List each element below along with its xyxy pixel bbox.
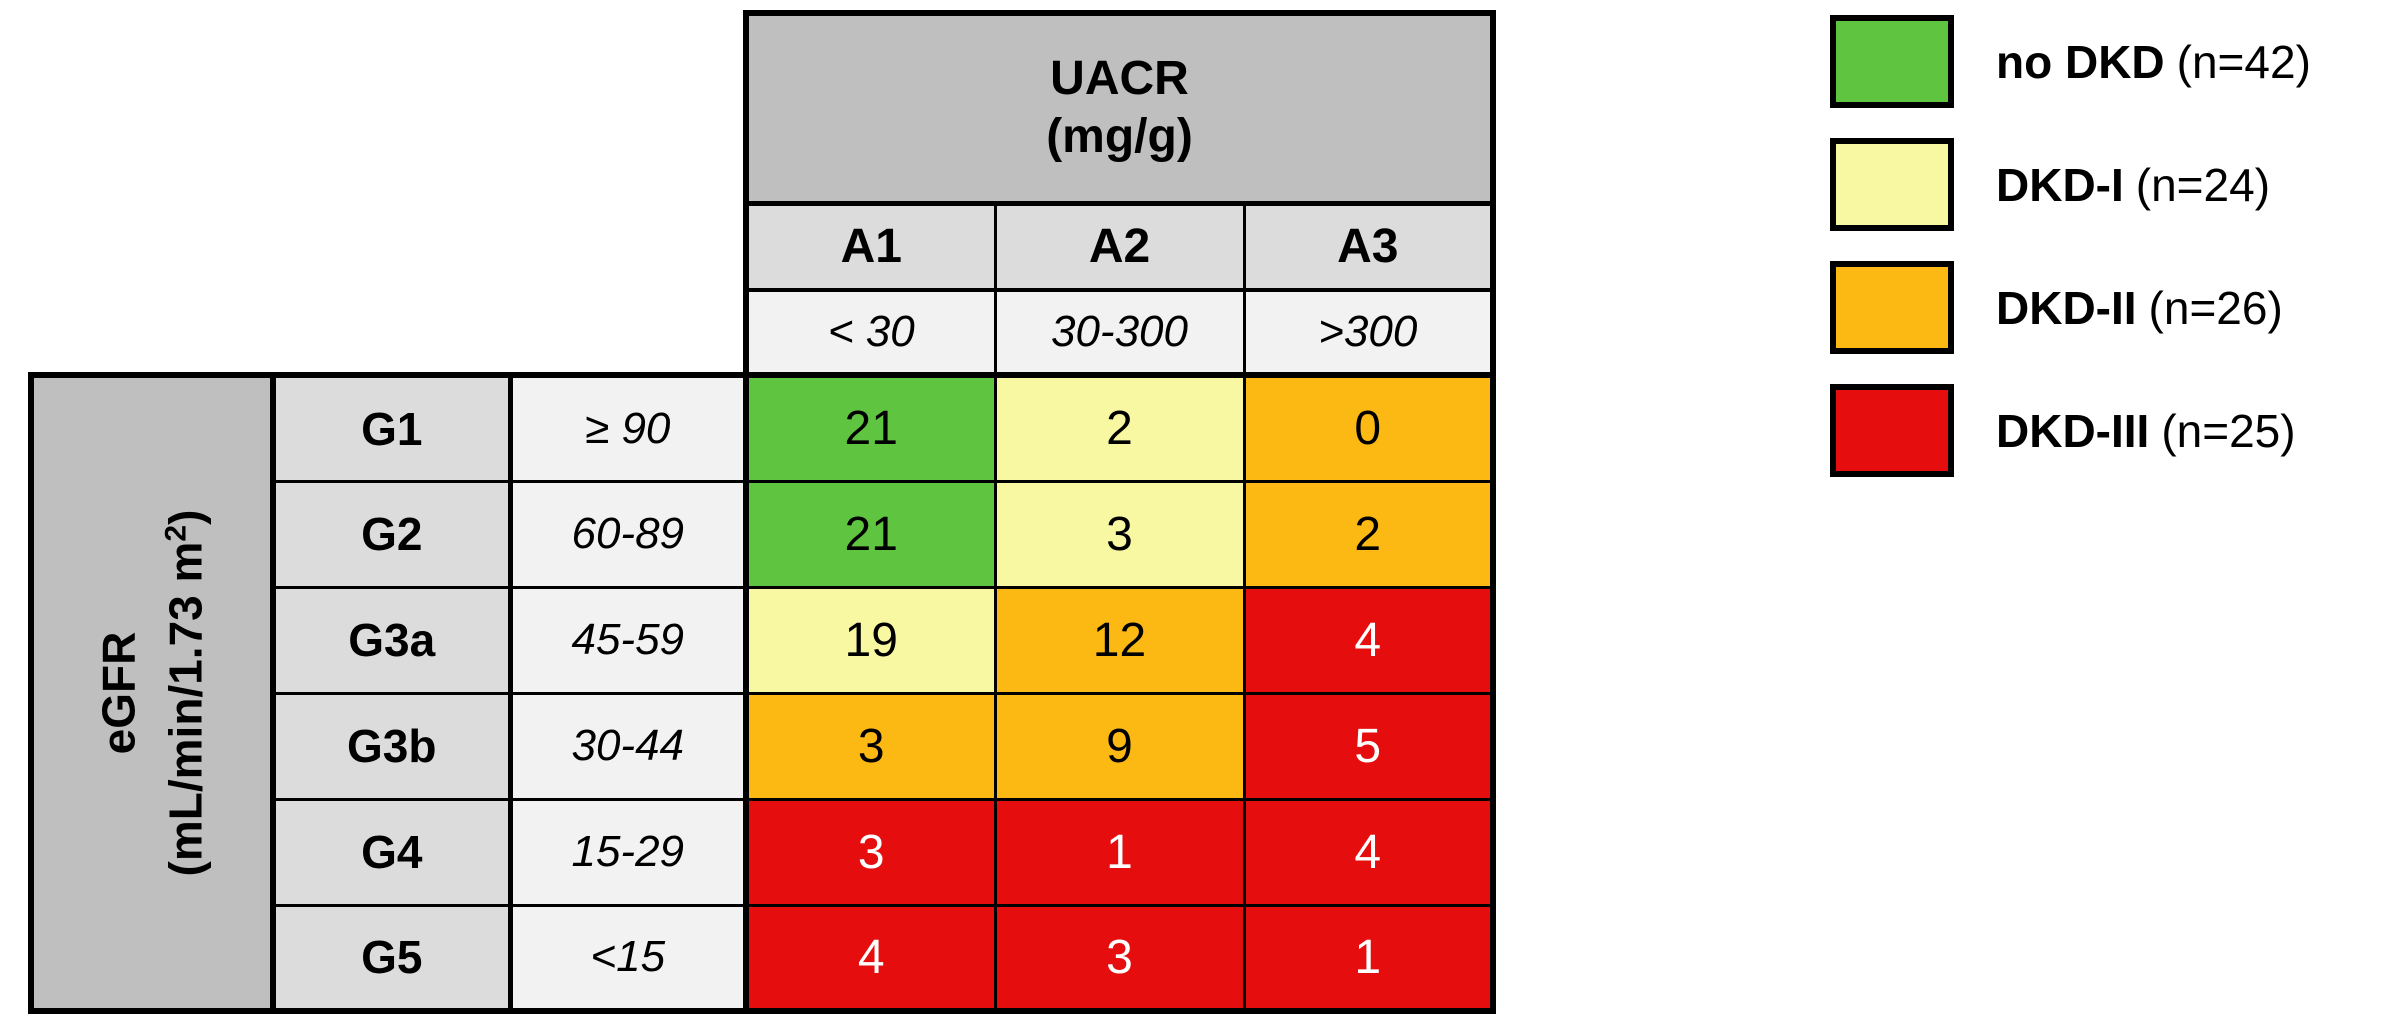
count-cell-g5-a2: 3 bbox=[993, 903, 1246, 1014]
legend-count: (n=24) bbox=[2135, 158, 2271, 211]
col-header-a1: A1 bbox=[743, 200, 997, 292]
legend-count: (n=26) bbox=[2148, 281, 2283, 334]
legend-label: no DKD bbox=[1996, 35, 2165, 88]
legend-count: (n=25) bbox=[2161, 404, 2296, 457]
legend-label: DKD-III bbox=[1996, 404, 2150, 457]
grade-cell-g5: G5 bbox=[271, 903, 513, 1014]
legend-item-green: no DKD (n=42) bbox=[1830, 15, 2311, 108]
blank-area bbox=[31, 290, 746, 375]
legend-label: DKD-II bbox=[1996, 281, 2137, 334]
egfr-label-line2: (mL/min/1.73 m2) bbox=[159, 509, 212, 877]
egfr-label: eGFR (mL/min/1.73 m2) bbox=[89, 510, 214, 877]
grade-range-cell-g3b: 30-44 bbox=[508, 691, 749, 801]
count-cell-g3a-a2: 12 bbox=[993, 585, 1246, 695]
legend-item-orange: DKD-II (n=26) bbox=[1830, 261, 2311, 354]
count-cell-g2-a2: 3 bbox=[993, 479, 1246, 589]
count-cell-g1-a2: 2 bbox=[993, 372, 1246, 483]
grade-cell-g4: G4 bbox=[271, 797, 513, 907]
grade-cell-g2: G2 bbox=[271, 479, 513, 589]
grade-cell-g3a: G3a bbox=[271, 585, 513, 695]
count-cell-g3a-a1: 19 bbox=[744, 585, 997, 695]
legend-count: (n=42) bbox=[2176, 35, 2311, 88]
grade-range-cell-g1: ≥ 90 bbox=[508, 372, 749, 483]
col-range-a2: 30-300 bbox=[993, 288, 1246, 378]
uacr-header: UACR (mg/g) bbox=[743, 10, 1496, 206]
uacr-title-line1: UACR bbox=[1050, 52, 1189, 106]
egfr-superscript: 2 bbox=[159, 524, 193, 542]
kdigo-table: UACR (mg/g) A1 A2 A3 < 30 30-300 >300 eG… bbox=[28, 10, 1496, 1014]
egfr-label-line1: eGFR bbox=[92, 631, 145, 755]
count-cell-g4-a2: 1 bbox=[993, 797, 1246, 907]
col-header-a2: A2 bbox=[993, 200, 1246, 292]
legend-text: no DKD (n=42) bbox=[1996, 35, 2311, 89]
egfr-header: eGFR (mL/min/1.73 m2) bbox=[28, 372, 276, 1014]
count-cell-g3b-a2: 9 bbox=[993, 691, 1246, 801]
blank-area bbox=[31, 13, 746, 203]
legend-text: DKD-III (n=25) bbox=[1996, 404, 2296, 458]
count-cell-g3b-a3: 5 bbox=[1242, 691, 1496, 801]
col-header-a3: A3 bbox=[1242, 200, 1496, 292]
blank-area bbox=[31, 203, 746, 290]
legend-swatch-red bbox=[1830, 384, 1954, 477]
count-cell-g5-a3: 1 bbox=[1242, 903, 1496, 1014]
count-cell-g4-a1: 3 bbox=[744, 797, 997, 907]
grade-range-cell-g2: 60-89 bbox=[508, 479, 749, 589]
legend-swatch-orange bbox=[1830, 261, 1954, 354]
legend-item-yellow: DKD-I (n=24) bbox=[1830, 138, 2311, 231]
col-range-a3: >300 bbox=[1242, 288, 1496, 378]
count-cell-g2-a1: 21 bbox=[744, 479, 997, 589]
legend-swatch-yellow bbox=[1830, 138, 1954, 231]
legend-text: DKD-II (n=26) bbox=[1996, 281, 2283, 335]
count-cell-g3a-a3: 4 bbox=[1242, 585, 1496, 695]
count-cell-g1-a1: 21 bbox=[744, 372, 997, 483]
count-cell-g1-a3: 0 bbox=[1242, 372, 1496, 483]
legend-swatch-green bbox=[1830, 15, 1954, 108]
count-cell-g3b-a1: 3 bbox=[744, 691, 997, 801]
col-range-a1: < 30 bbox=[743, 288, 997, 378]
grade-cell-g1: G1 bbox=[271, 372, 513, 483]
legend-item-red: DKD-III (n=25) bbox=[1830, 384, 2311, 477]
count-cell-g4-a3: 4 bbox=[1242, 797, 1496, 907]
count-cell-g5-a1: 4 bbox=[744, 903, 997, 1014]
uacr-title-line2: (mg/g) bbox=[1046, 110, 1193, 164]
grade-range-cell-g4: 15-29 bbox=[508, 797, 749, 907]
grade-range-cell-g5: <15 bbox=[508, 903, 749, 1014]
legend-label: DKD-I bbox=[1996, 158, 2124, 211]
grade-cell-g3b: G3b bbox=[271, 691, 513, 801]
legend-text: DKD-I (n=24) bbox=[1996, 158, 2270, 212]
count-cell-g2-a3: 2 bbox=[1242, 479, 1496, 589]
grade-range-cell-g3a: 45-59 bbox=[508, 585, 749, 695]
legend: no DKD (n=42) DKD-I (n=24) DKD-II (n=26) DKD-I… bbox=[1830, 15, 2311, 507]
